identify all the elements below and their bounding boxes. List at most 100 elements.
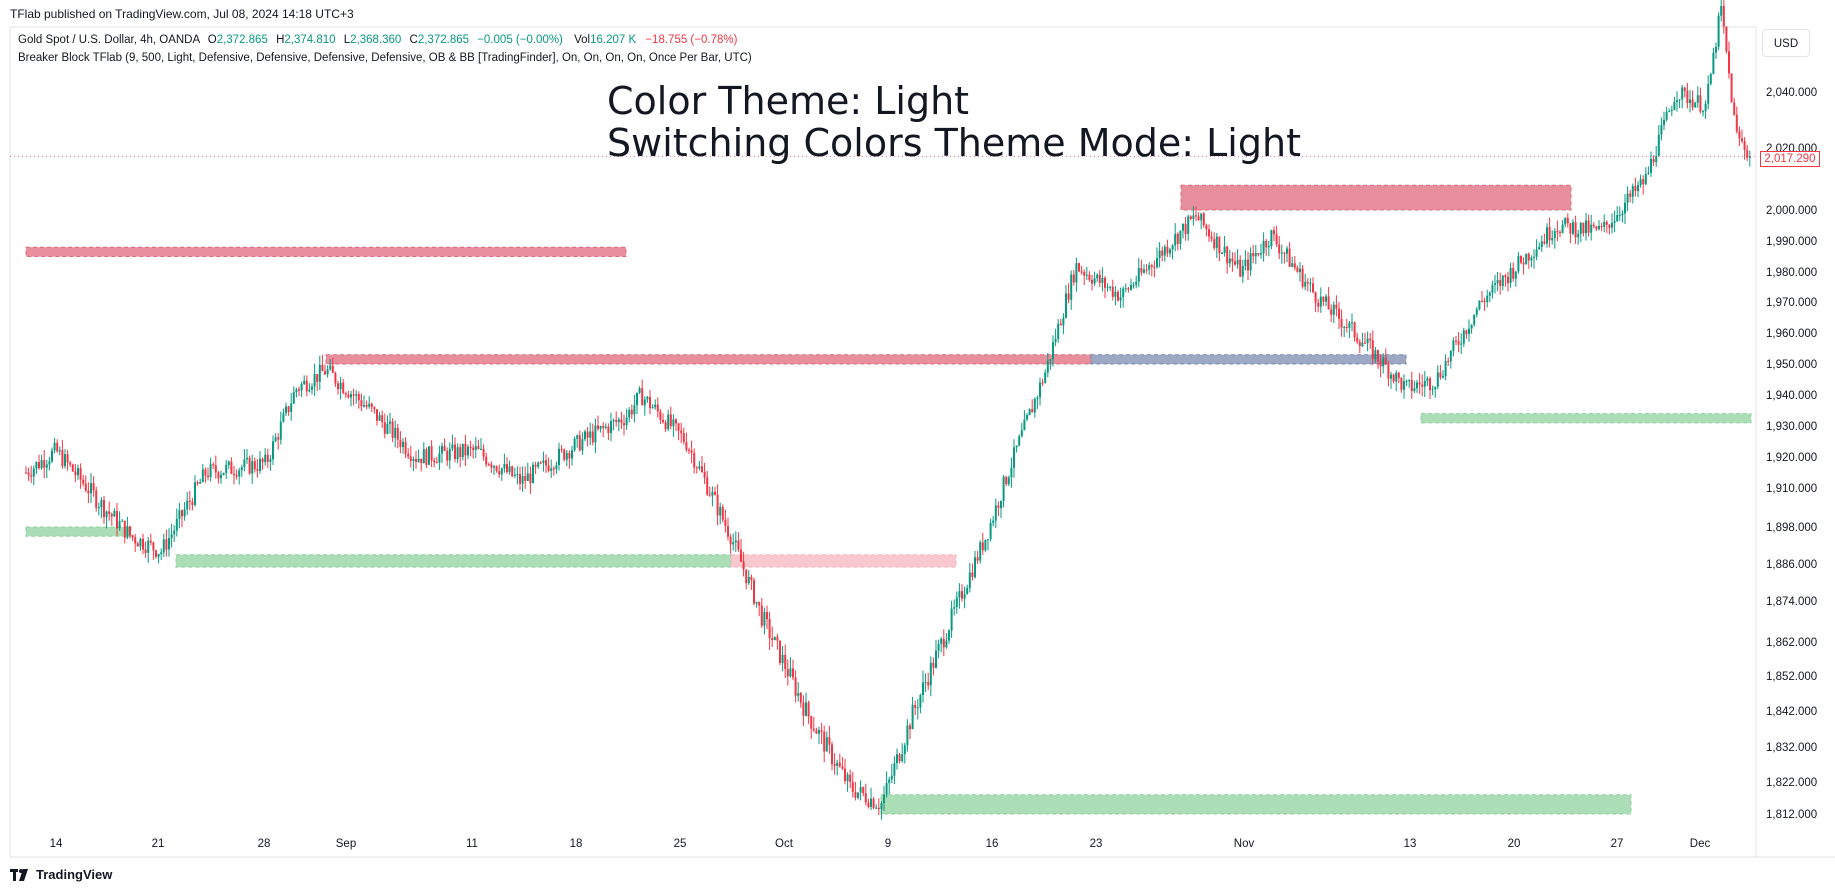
candle-body bbox=[248, 457, 251, 474]
candle-body bbox=[1239, 259, 1242, 277]
candle-body bbox=[779, 640, 781, 664]
candle-body bbox=[318, 364, 321, 382]
price-axis[interactable]: 2,040.0002,020.0002,000.0001,990.0001,98… bbox=[1766, 87, 1817, 821]
candle-body bbox=[1306, 281, 1309, 284]
candle-body bbox=[1543, 241, 1546, 244]
candle-body bbox=[386, 423, 389, 434]
candle-body bbox=[1379, 361, 1382, 367]
candle-body bbox=[641, 388, 644, 406]
demand-zone bbox=[25, 526, 132, 537]
candle-body bbox=[758, 601, 761, 606]
candle-body bbox=[118, 521, 121, 529]
indicator-legend[interactable]: Breaker Block TFlab (9, 500, Light, Defe… bbox=[18, 52, 752, 64]
candle-body bbox=[909, 725, 911, 730]
candle-body bbox=[461, 443, 464, 458]
candle-body bbox=[1098, 274, 1101, 283]
candle-body bbox=[1374, 350, 1377, 360]
candle-body bbox=[745, 569, 748, 584]
candle-body bbox=[311, 386, 313, 390]
candle-body bbox=[854, 791, 857, 798]
candle-body bbox=[396, 427, 399, 440]
candle-body bbox=[1553, 231, 1556, 239]
candle-body bbox=[1509, 267, 1512, 283]
candle-body bbox=[1483, 300, 1486, 303]
candle-body bbox=[1725, 26, 1728, 52]
candle-body bbox=[422, 449, 425, 464]
candle-body bbox=[1561, 224, 1564, 233]
candle-body bbox=[571, 450, 573, 459]
symbol-name[interactable]: Gold Spot / U.S. Dollar, 4h, OANDA bbox=[18, 34, 200, 46]
candle-body bbox=[1390, 374, 1392, 379]
price-tick-label: 1,862.000 bbox=[1766, 637, 1817, 649]
candle-body bbox=[1260, 253, 1262, 255]
candle-body bbox=[911, 704, 914, 730]
price-tick-label: 1,930.000 bbox=[1766, 421, 1817, 433]
candle-body bbox=[485, 456, 488, 465]
candle-body bbox=[1699, 95, 1702, 112]
candle-body bbox=[487, 464, 490, 466]
candle-body bbox=[1148, 265, 1151, 270]
candle-body bbox=[1741, 138, 1743, 142]
candle-body bbox=[1000, 501, 1002, 509]
candle-body bbox=[584, 431, 586, 440]
candle-body bbox=[1353, 322, 1356, 338]
candle-body bbox=[545, 460, 547, 466]
symbol-legend: Gold Spot / U.S. Dollar, 4h, OANDA O2,37… bbox=[18, 34, 737, 46]
candle-body bbox=[1163, 246, 1166, 256]
candle-body bbox=[1213, 239, 1216, 248]
candle-body bbox=[1208, 229, 1210, 237]
price-tick-label: 1,886.000 bbox=[1766, 559, 1817, 571]
candle-body bbox=[1182, 223, 1184, 231]
candle-body bbox=[1202, 213, 1205, 226]
candle-body bbox=[71, 464, 74, 472]
candle-body bbox=[620, 419, 623, 424]
candle-body bbox=[1096, 274, 1099, 279]
tradingview-logo[interactable]: TradingView bbox=[10, 867, 112, 882]
candle-body bbox=[755, 601, 758, 604]
candle-body bbox=[134, 537, 137, 544]
candle-body bbox=[331, 365, 334, 373]
candle-body bbox=[1665, 111, 1668, 120]
demand-zone bbox=[1420, 413, 1752, 424]
candle-body bbox=[339, 382, 342, 390]
candle-body bbox=[932, 662, 935, 668]
candle-body bbox=[1634, 186, 1637, 192]
candle-body bbox=[74, 471, 77, 476]
candle-body bbox=[355, 394, 358, 396]
candle-body bbox=[1369, 338, 1372, 341]
candle-body bbox=[521, 476, 524, 484]
candle-body bbox=[1176, 233, 1179, 244]
candle-body bbox=[1169, 249, 1171, 254]
tradingview-logo-icon bbox=[10, 868, 28, 881]
currency-button[interactable]: USD bbox=[1762, 29, 1810, 57]
candle-body bbox=[825, 737, 828, 752]
candle-body bbox=[1124, 288, 1127, 290]
candle-body bbox=[1746, 149, 1749, 158]
candle-body bbox=[740, 549, 742, 562]
candle-body bbox=[1569, 223, 1572, 234]
candle-body bbox=[1418, 382, 1421, 385]
candle-body bbox=[1410, 379, 1413, 392]
candle-body bbox=[532, 464, 534, 484]
candle-body bbox=[1049, 359, 1052, 361]
candle-body bbox=[1083, 271, 1086, 276]
candle-body bbox=[474, 446, 477, 450]
candle-body bbox=[360, 400, 363, 407]
candle-body bbox=[1444, 360, 1447, 377]
candle-body bbox=[1637, 185, 1639, 192]
candle-body bbox=[142, 538, 144, 550]
candle-body bbox=[669, 414, 672, 427]
candle-body bbox=[1247, 259, 1249, 271]
candle-body bbox=[1371, 340, 1374, 360]
candle-body bbox=[131, 535, 134, 538]
candle-body bbox=[113, 511, 116, 517]
candle-body bbox=[568, 452, 571, 459]
candle-body bbox=[1668, 110, 1671, 112]
candle-body bbox=[1080, 271, 1083, 273]
time-tick-label: 27 bbox=[1611, 838, 1624, 850]
candle-body bbox=[805, 702, 807, 716]
candle-body bbox=[1161, 250, 1164, 256]
candle-body bbox=[100, 500, 103, 508]
time-axis[interactable]: 14 21 28 Sep 11 18 25 Oct 9 16 23 Nov 13 20 27 Dec bbox=[50, 838, 1711, 850]
